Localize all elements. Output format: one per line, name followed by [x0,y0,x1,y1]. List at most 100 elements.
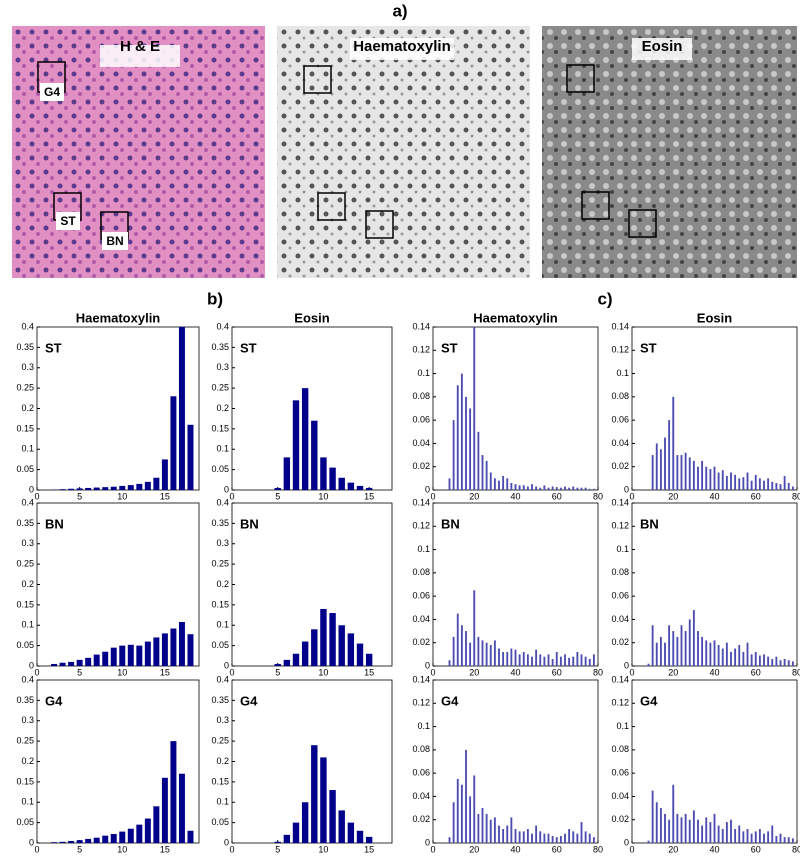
x-tick-label: 5 [275,491,280,501]
bar [551,659,554,666]
y-tick-label: 0.4 [21,674,34,684]
x-tick-label: 10 [117,491,127,501]
bar [465,396,467,490]
bar [292,653,300,666]
x-tick-label: 0 [629,844,634,854]
x-tick-label: 0 [629,491,634,501]
bar [763,480,765,490]
bar [170,741,177,843]
bar [493,817,496,843]
y-tick-label: 0.06 [611,768,629,778]
y-tick-label: 0.2 [21,403,34,413]
bar [506,652,509,666]
panel-annotation: G4 [640,693,658,708]
bar [758,478,761,490]
y-tick-label: 0 [29,660,34,670]
bar [701,825,704,843]
bar [680,455,683,490]
bar [763,833,765,843]
bar [531,484,533,490]
panel-annotation: G4 [441,693,459,708]
bar [301,388,309,490]
bar [283,659,291,666]
bar [93,837,100,843]
bar [779,660,782,666]
bar [580,487,583,490]
bar [320,608,327,666]
bar [338,625,345,666]
bar [119,485,126,490]
bar [697,466,699,490]
y-tick-label: 0.2 [21,579,34,589]
bar [543,833,546,843]
bar [568,487,571,490]
bar [676,813,679,843]
y-tick-label: 0.15 [16,776,34,786]
bar [292,400,300,490]
bar [584,831,587,843]
x-tick-label: 0 [34,844,39,854]
chart-title: Eosin [697,310,732,325]
bar [522,485,525,490]
bar [709,642,712,666]
y-tick-label: 0.1 [417,721,430,731]
bar [178,327,185,490]
bar [705,640,708,666]
bar [68,840,75,843]
bar [588,488,591,490]
bar [292,822,300,843]
bar [102,835,109,843]
y-tick-label: 0 [425,660,430,670]
x-tick-label: 10 [318,491,328,501]
label-bg [632,38,692,60]
bar [580,654,583,666]
y-tick-label: 0.35 [211,342,229,352]
y-tick-label: 0.05 [211,817,229,827]
bar [738,645,741,666]
bar [568,829,571,843]
bar [655,443,658,490]
y-tick-label: 0.08 [611,391,629,401]
bar [750,654,753,666]
bar [274,487,281,490]
panel-annotation: BN [441,516,460,531]
bar [684,452,687,490]
bar [452,802,455,843]
bar [356,830,364,843]
y-tick-label: 0.3 [216,362,229,372]
bar [85,657,92,666]
y-tick-label: 0.04 [611,791,629,801]
bar [460,625,463,666]
bar [787,660,790,666]
bar [576,833,579,843]
bar [522,831,525,843]
bar [655,642,658,666]
bar [51,663,58,666]
x-tick-label: 15 [160,667,170,677]
bar [456,778,459,843]
plot-frame [631,502,798,667]
bar [767,831,770,843]
bar [717,472,720,490]
bar [692,460,695,490]
bar [510,648,513,666]
bar [730,472,732,490]
bar [746,472,749,490]
y-tick-label: 0 [425,484,430,494]
y-tick-label: 0.05 [211,464,229,474]
bar [705,466,708,490]
bar [555,837,558,843]
bar [506,825,509,843]
panel-annotation: ST [640,340,657,355]
bar [547,487,550,490]
y-tick-label: 0.04 [412,614,430,624]
x-tick-label: 0 [229,491,234,501]
bar [672,784,675,843]
bar [791,838,794,843]
bar [771,481,774,490]
bar [510,817,513,843]
x-tick-label: 0 [34,667,39,677]
bar [734,829,737,843]
bar [791,486,794,490]
